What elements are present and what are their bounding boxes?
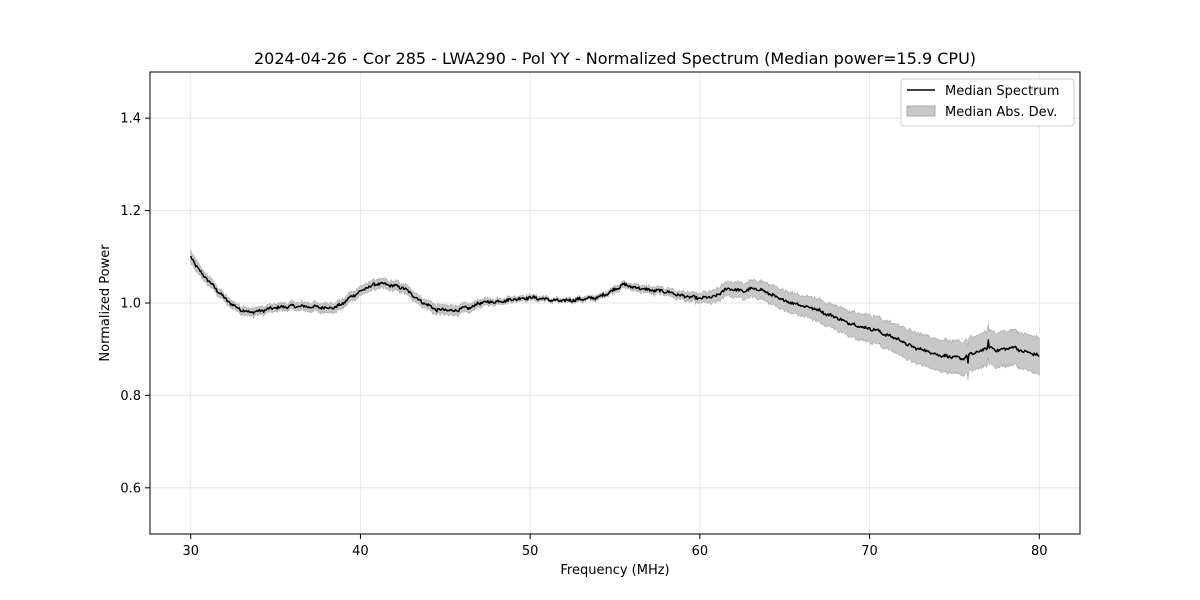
legend-label-median-abs-dev: Median Abs. Dev. (945, 105, 1057, 120)
x-tick-label: 60 (692, 544, 709, 559)
y-tick-label: 1.4 (120, 112, 141, 127)
legend: Median Spectrum Median Abs. Dev. (900, 78, 1075, 127)
y-tick-label: 1.2 (120, 204, 141, 219)
band-layer (190, 249, 1040, 381)
y-tick-label: 1.0 (120, 297, 141, 312)
chart-title: 2024-04-26 - Cor 285 - LWA290 - Pol YY -… (254, 49, 976, 68)
y-tick-label: 0.6 (120, 481, 141, 496)
x-tick-label: 50 (522, 544, 539, 559)
x-tick-label: 70 (861, 544, 878, 559)
x-tick-label: 30 (182, 544, 199, 559)
legend-box (900, 78, 1075, 127)
y-axis-ticks: 0.6 0.8 1.0 1.2 1.4 (120, 112, 150, 496)
median-spectrum-line (190, 255, 1040, 364)
legend-band-swatch (906, 105, 936, 117)
x-axis-label: Frequency (MHz) (560, 563, 669, 578)
legend-label-median-spectrum: Median Spectrum (945, 84, 1059, 99)
line-layer (190, 255, 1040, 364)
x-tick-label: 80 (1031, 544, 1048, 559)
median-abs-dev-band (190, 249, 1040, 381)
x-axis-ticks: 30 40 50 60 70 80 (182, 534, 1048, 559)
x-tick-label: 40 (352, 544, 369, 559)
y-tick-label: 0.8 (120, 389, 141, 404)
y-axis-label: Normalized Power (98, 244, 113, 362)
